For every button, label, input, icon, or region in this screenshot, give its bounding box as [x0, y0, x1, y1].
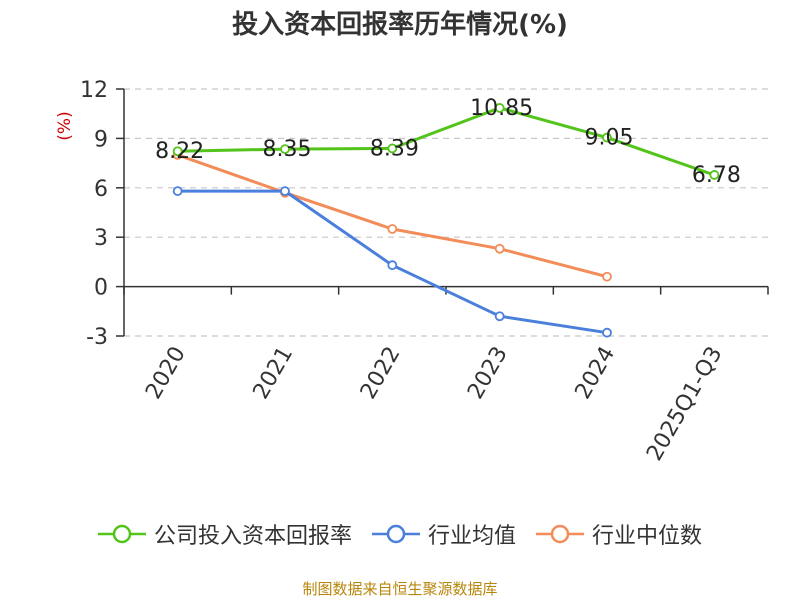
source-note: 制图数据来自恒生聚源数据库 [302, 580, 498, 598]
y-tick-label: 3 [94, 226, 108, 251]
legend-label-company: 公司投入资本回报率 [153, 524, 352, 549]
data-point [280, 186, 290, 196]
data-label: 8.35 [263, 137, 312, 162]
data-point [494, 103, 505, 113]
data-point [602, 132, 612, 143]
y-tick-label: 12 [80, 78, 108, 103]
y-axis-label: (%) [55, 111, 75, 140]
legend-label-industry-median: 行业中位数 [592, 524, 703, 549]
data-point [709, 170, 720, 180]
legend-item-industry-mean[interactable]: 行业均值 [371, 518, 516, 550]
data-point [602, 327, 612, 338]
x-tick-label: 2025Q1-Q3 [642, 343, 727, 466]
line-chart: 12 9 6 3 0 -3 (%) 2020 2021 2022 2023 2024 2025Q1-Q3… [55, 78, 769, 466]
legend: 公司投入资本回报率 行业均值 行业中位数 [0, 518, 800, 550]
data-point [172, 146, 183, 157]
legend-swatch-industry-mean [371, 524, 420, 544]
x-tick-label: 2021 [249, 343, 299, 404]
y-tick-label: 9 [94, 127, 108, 152]
x-tick-label: 2023 [463, 342, 513, 403]
x-tick-label: 2022 [356, 343, 406, 404]
chart-title: 投入资本回报率历年情况(%) [232, 10, 568, 40]
data-point [602, 271, 612, 282]
legend-label-industry-mean: 行业均值 [427, 524, 516, 549]
data-point [280, 144, 290, 155]
data-label: 8.22 [155, 139, 204, 164]
data-label: 6.78 [692, 163, 741, 188]
y-tick-label: 6 [94, 177, 108, 202]
data-point [387, 224, 398, 234]
data-label: 9.05 [585, 126, 634, 151]
legend-item-industry-median[interactable]: 行业中位数 [536, 518, 702, 550]
series-line [177, 153, 608, 279]
data-point [387, 260, 398, 271]
x-tick-label: 2020 [141, 343, 191, 404]
x-tick-label: 2024 [571, 343, 621, 404]
legend-item-company[interactable]: 公司投入资本回报率 [97, 518, 352, 550]
data-label: 10.85 [470, 96, 533, 121]
legend-swatch-industry-median [536, 524, 584, 544]
y-tick-label: 0 [94, 276, 108, 301]
y-tick-label: -3 [86, 325, 108, 350]
legend-swatch-company [97, 524, 146, 544]
data-point [172, 186, 183, 196]
data-label: 8.39 [370, 136, 419, 161]
data-point [494, 243, 505, 254]
data-point [494, 311, 505, 322]
series-line [177, 106, 715, 177]
data-point [387, 143, 398, 154]
